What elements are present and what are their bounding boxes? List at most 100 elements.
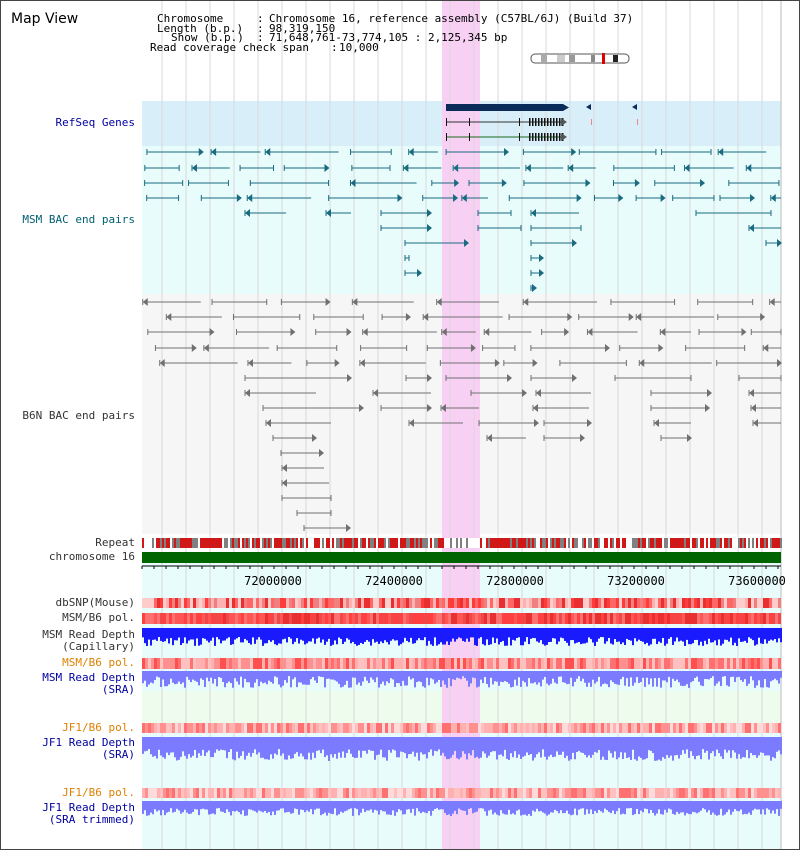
msm-bac-pair-arrow xyxy=(618,194,624,202)
msm-capillary-depth-bar xyxy=(496,628,498,639)
refseq-genes-label[interactable]: RefSeq Genes xyxy=(55,116,135,129)
pol-block xyxy=(223,788,226,798)
jf1-sra-depth-bar xyxy=(538,737,540,753)
msm-capillary-depth-bar xyxy=(774,628,776,640)
msm-sra-depth-bar xyxy=(750,671,752,677)
msm-capillary-depth-bar xyxy=(726,628,728,640)
b6n-bac-pair-arrow xyxy=(191,344,197,352)
pol-block xyxy=(565,613,568,624)
msm-bac-label[interactable]: MSM BAC end pairs xyxy=(22,213,135,226)
jf1-trim-depth-bar xyxy=(510,801,512,815)
jf1-sra-depth-bar xyxy=(540,737,542,758)
chromosome-label: Chromosome xyxy=(157,12,224,25)
msm-capillary-depth-bar xyxy=(766,628,768,644)
pol-block xyxy=(670,723,673,733)
pol-block xyxy=(646,613,649,624)
dbsnp-block xyxy=(631,598,634,608)
dbsnp-block xyxy=(427,598,430,608)
msm-b6-pol-label[interactable]: MSM/B6 pol. xyxy=(62,611,135,624)
msm-sra-depth-bar xyxy=(304,671,306,685)
pol-block xyxy=(658,788,661,798)
dbsnp-block xyxy=(442,598,445,608)
pol-block xyxy=(685,658,688,669)
msm-capillary-depth-bar xyxy=(374,628,376,643)
msm-capillary-depth-bar xyxy=(418,628,420,639)
repeat-block xyxy=(670,538,672,548)
pol-block xyxy=(502,613,505,624)
jf1-sra-depth-bar xyxy=(422,737,424,755)
jf1-b6-pol-trim-label[interactable]: JF1/B6 pol. xyxy=(62,786,135,799)
jf1-depth-sra-label[interactable]: JF1 Read Depth xyxy=(42,736,135,749)
pol-block xyxy=(520,723,523,733)
pol-block xyxy=(352,788,355,798)
jf1-trim-depth-bar xyxy=(208,801,210,815)
dbsnp-block xyxy=(724,598,727,608)
msm-sra-depth-bar xyxy=(342,671,344,687)
msm-sra-depth-bar xyxy=(666,671,668,683)
jf1-sra-depth-bar xyxy=(152,737,154,757)
dbsnp-block xyxy=(331,598,334,608)
pol-block xyxy=(577,613,580,624)
pol-block xyxy=(601,613,604,624)
jf1-sra-depth-bar xyxy=(520,737,522,759)
pol-block xyxy=(316,658,319,669)
jf1-sra-depth-bar xyxy=(480,737,482,758)
msm-sra-depth-bar xyxy=(462,671,464,677)
msm-sra-depth-bar xyxy=(296,671,298,688)
dbsnp-block xyxy=(484,598,487,608)
repeat-block xyxy=(628,538,630,548)
msm-capillary-depth-bar xyxy=(656,628,658,645)
repeat-block xyxy=(572,538,574,548)
repeat-block xyxy=(584,538,586,548)
dbsnp-block xyxy=(709,598,712,608)
msm-depth-sra-label[interactable]: MSM Read Depth xyxy=(42,671,135,684)
dbsnp-block xyxy=(160,598,163,608)
msm-capillary-depth-bar xyxy=(312,628,314,639)
pol-block xyxy=(595,788,598,798)
msm-sra-depth-bar xyxy=(442,671,444,681)
exon-mark xyxy=(529,133,531,141)
msm-sra-depth-bar xyxy=(512,671,514,687)
msm-b6-pol-sra-label[interactable]: MSM/B6 pol. xyxy=(62,656,135,669)
pol-block xyxy=(385,788,388,798)
msm-capillary-depth-bar xyxy=(780,628,782,643)
pol-block xyxy=(433,613,436,624)
pol-block xyxy=(235,613,238,624)
jf1-b6-pol-label[interactable]: JF1/B6 pol. xyxy=(62,721,135,734)
jf1-trim-depth-bar xyxy=(776,801,778,810)
jf1-sra-depth-bar xyxy=(172,737,174,753)
b6n-bac-pair-arrow xyxy=(523,298,529,306)
msm-sra-depth-bar xyxy=(340,671,342,688)
jf1-sra-depth-bar xyxy=(312,737,314,753)
pol-block xyxy=(613,658,616,669)
jf1-depth-trim-label[interactable]: JF1 Read Depth xyxy=(42,801,135,814)
dbsnp-block xyxy=(553,598,556,608)
jf1-trim-depth-bar xyxy=(748,801,750,813)
jf1-sra-depth-bar xyxy=(266,737,268,760)
msm-sra-depth-bar xyxy=(622,671,624,677)
pol-block xyxy=(340,723,343,733)
jf1-sra-depth-bar xyxy=(406,737,408,759)
b6n-bac-label[interactable]: B6N BAC end pairs xyxy=(22,409,135,422)
jf1-sra-depth-bar xyxy=(498,737,500,755)
jf1-trim-depth-bar xyxy=(396,801,398,813)
jf1-trim-depth-bar xyxy=(420,801,422,814)
jf1-sra-depth-bar xyxy=(240,737,242,756)
pol-block xyxy=(148,723,151,733)
msm-sra-depth-bar xyxy=(330,671,332,680)
msm-capillary-depth-bar xyxy=(522,628,524,646)
msm-sra-depth-bar xyxy=(350,671,352,688)
msm-bac-pair-arrow xyxy=(504,148,510,156)
repeat-block xyxy=(152,538,154,548)
dbsnp-block xyxy=(487,598,490,608)
dbsnp-label[interactable]: dbSNP(Mouse) xyxy=(55,596,135,609)
msm-depth-capillary-label[interactable]: MSM Read Depth xyxy=(42,628,135,641)
pol-block xyxy=(649,723,652,733)
dbsnp-block xyxy=(721,598,724,608)
dbsnp-block xyxy=(694,598,697,608)
msm-capillary-depth-bar xyxy=(192,628,194,640)
pol-block xyxy=(607,723,610,733)
pol-block xyxy=(301,788,304,798)
pol-block xyxy=(253,658,256,669)
pol-block xyxy=(295,658,298,669)
